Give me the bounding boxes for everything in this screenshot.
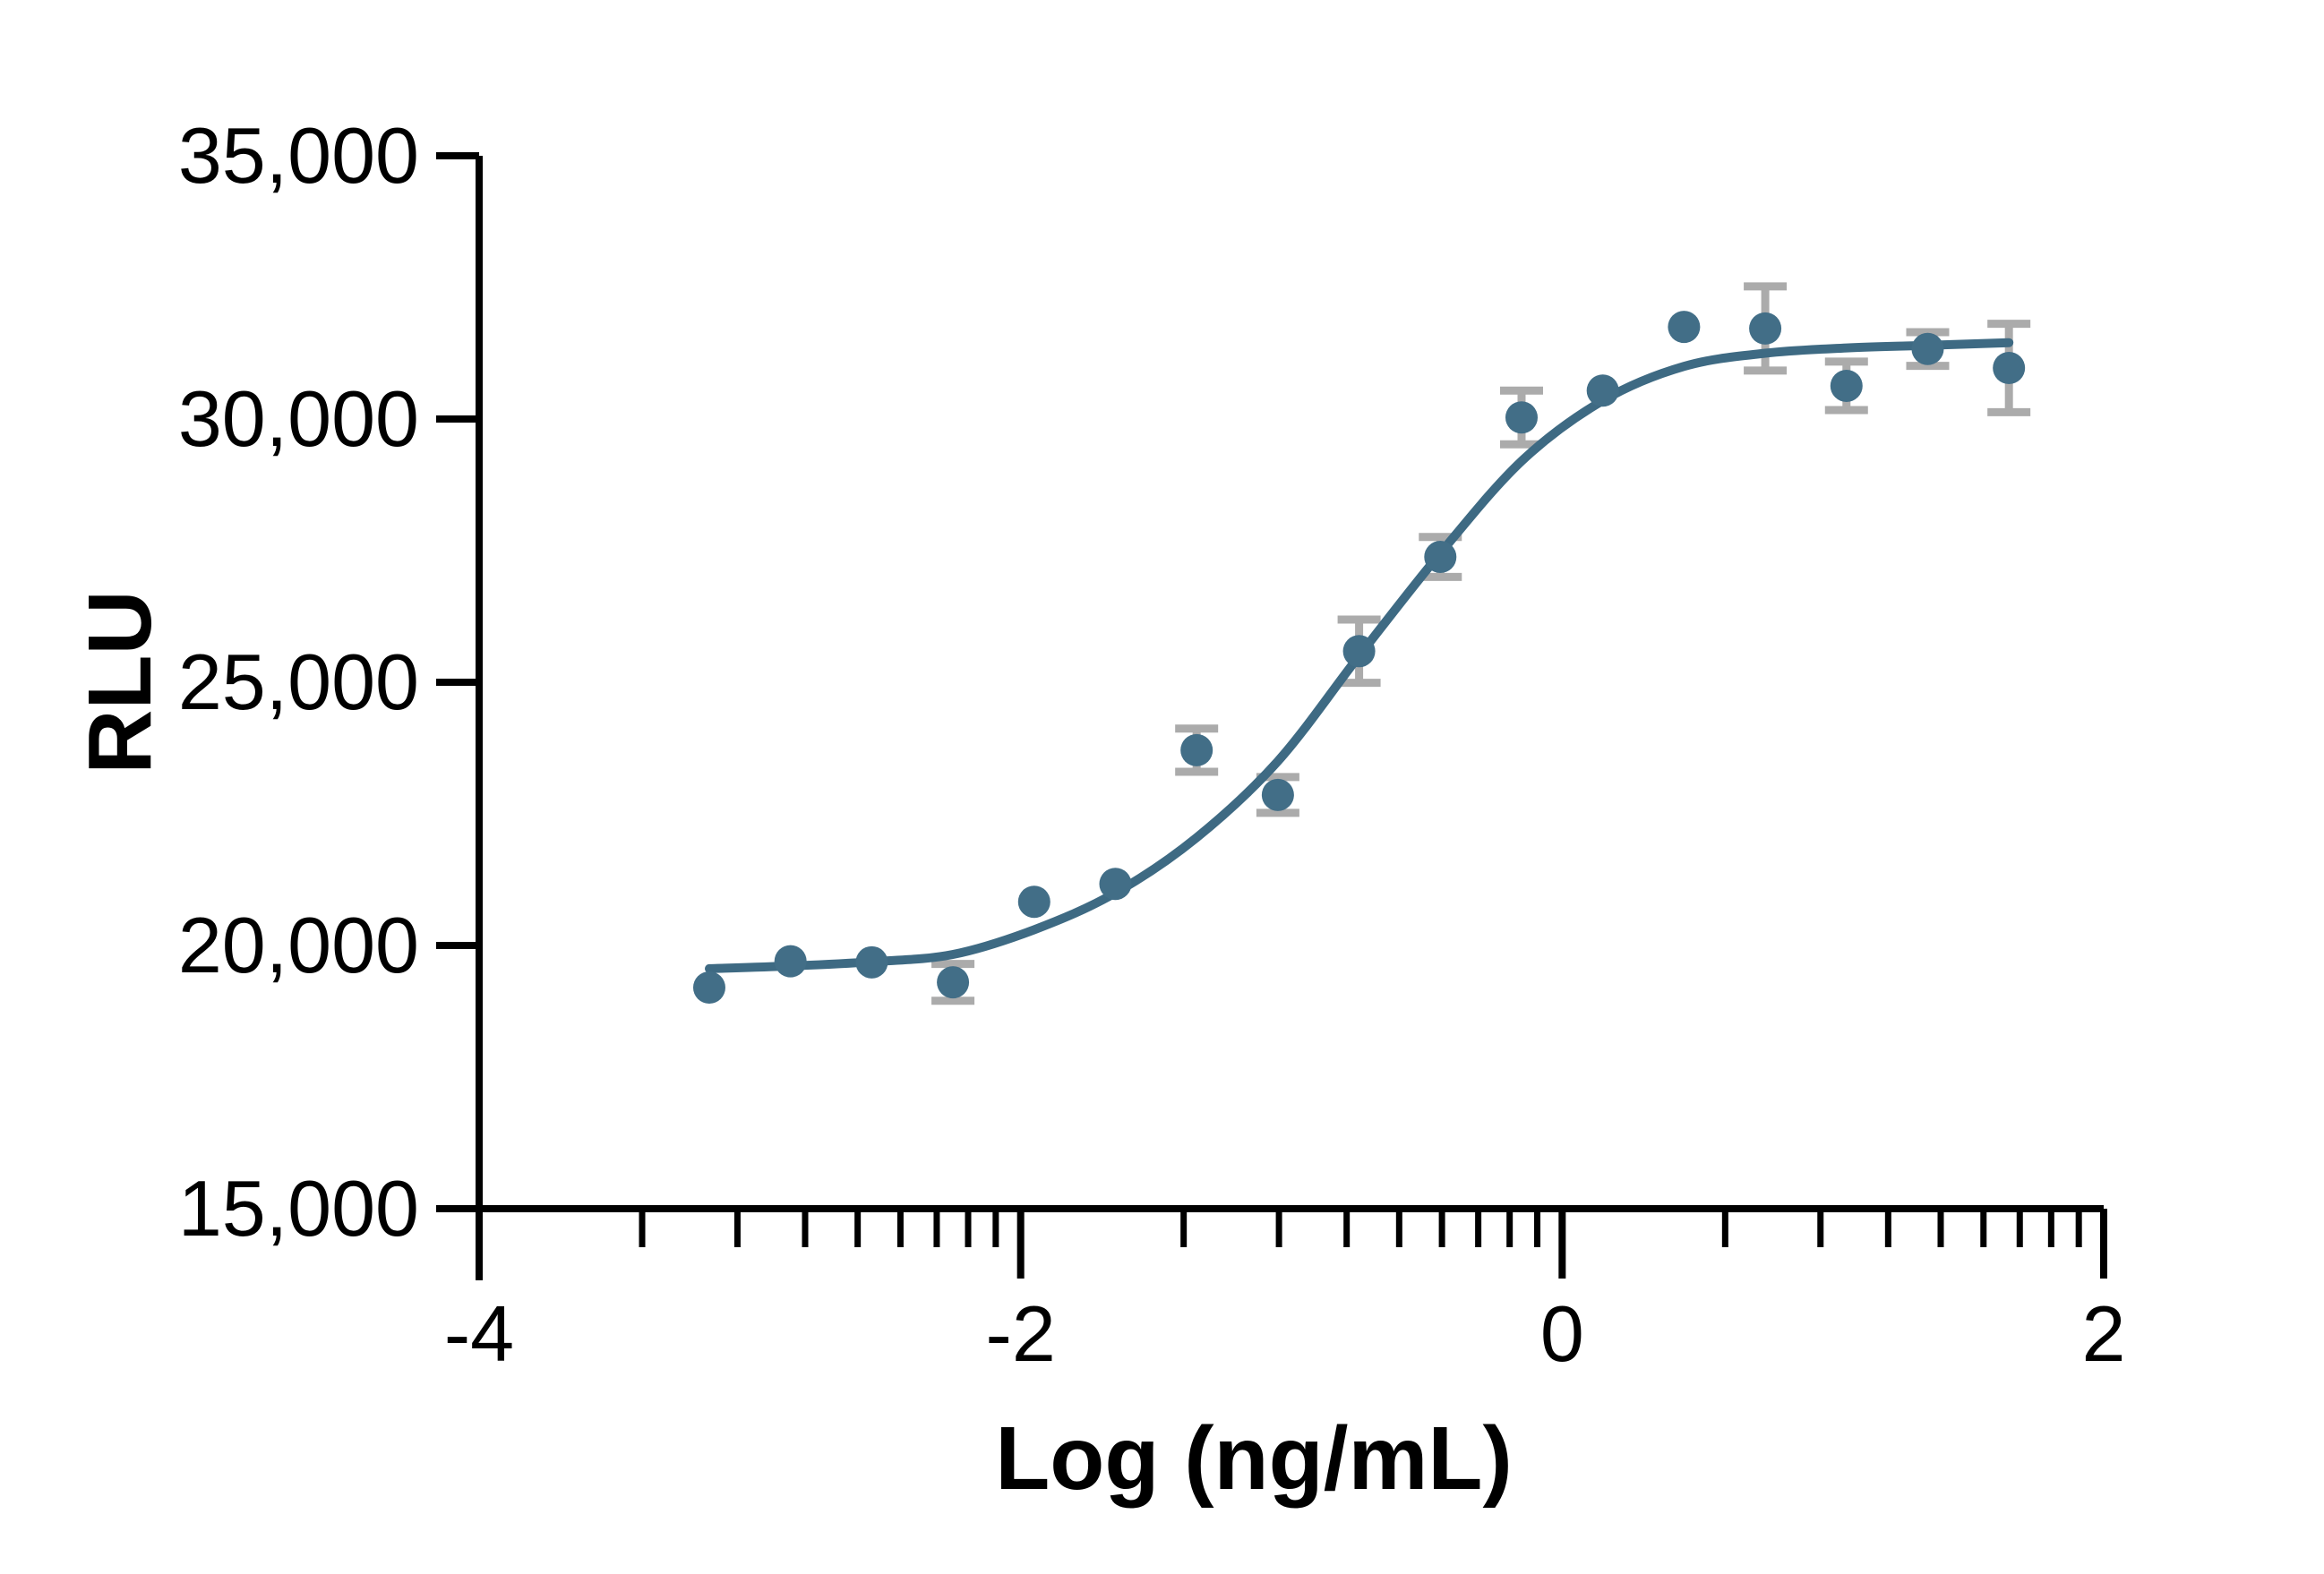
y-tick-label: 25,000 bbox=[178, 637, 419, 726]
y-axis-title: RLU bbox=[70, 590, 170, 774]
data-point bbox=[774, 945, 807, 978]
data-point bbox=[1911, 332, 1944, 365]
y-tick-label: 20,000 bbox=[178, 901, 419, 989]
data-point bbox=[1993, 351, 2026, 384]
data-point bbox=[1668, 311, 1701, 344]
y-tick-label: 35,000 bbox=[178, 111, 419, 200]
data-points bbox=[692, 311, 2026, 1005]
data-point bbox=[1017, 885, 1051, 919]
data-point bbox=[1180, 733, 1213, 766]
y-axis-major-ticks bbox=[436, 152, 479, 1212]
data-point bbox=[1830, 369, 1863, 402]
data-point bbox=[855, 945, 888, 979]
x-axis-tick-labels: -4 -2 0 2 bbox=[444, 1289, 2126, 1378]
data-point bbox=[1261, 778, 1294, 811]
x-tick-label: 2 bbox=[2082, 1289, 2126, 1378]
y-tick-label: 15,000 bbox=[178, 1164, 419, 1253]
x-tick-label: -4 bbox=[444, 1289, 514, 1378]
x-axis-minor-ticks bbox=[639, 1209, 2082, 1247]
x-tick-label: 0 bbox=[1540, 1289, 1584, 1378]
data-point bbox=[937, 966, 970, 999]
data-point bbox=[1342, 635, 1376, 668]
data-point bbox=[1505, 401, 1538, 434]
data-point bbox=[692, 971, 725, 1005]
x-axis-major-ticks bbox=[476, 1209, 2107, 1279]
error-bars bbox=[931, 282, 2031, 1005]
x-axis-title: Log (ng/mL) bbox=[995, 1408, 1513, 1509]
data-point bbox=[1586, 374, 1619, 407]
x-tick-label: -2 bbox=[986, 1289, 1056, 1378]
data-point bbox=[1749, 312, 1782, 345]
axes bbox=[476, 156, 2104, 1280]
data-point bbox=[1424, 541, 1457, 574]
data-point bbox=[1099, 868, 1132, 901]
y-tick-label: 30,000 bbox=[178, 374, 419, 463]
y-axis-tick-labels: 15,000 20,000 25,000 30,000 35,000 bbox=[178, 111, 419, 1253]
